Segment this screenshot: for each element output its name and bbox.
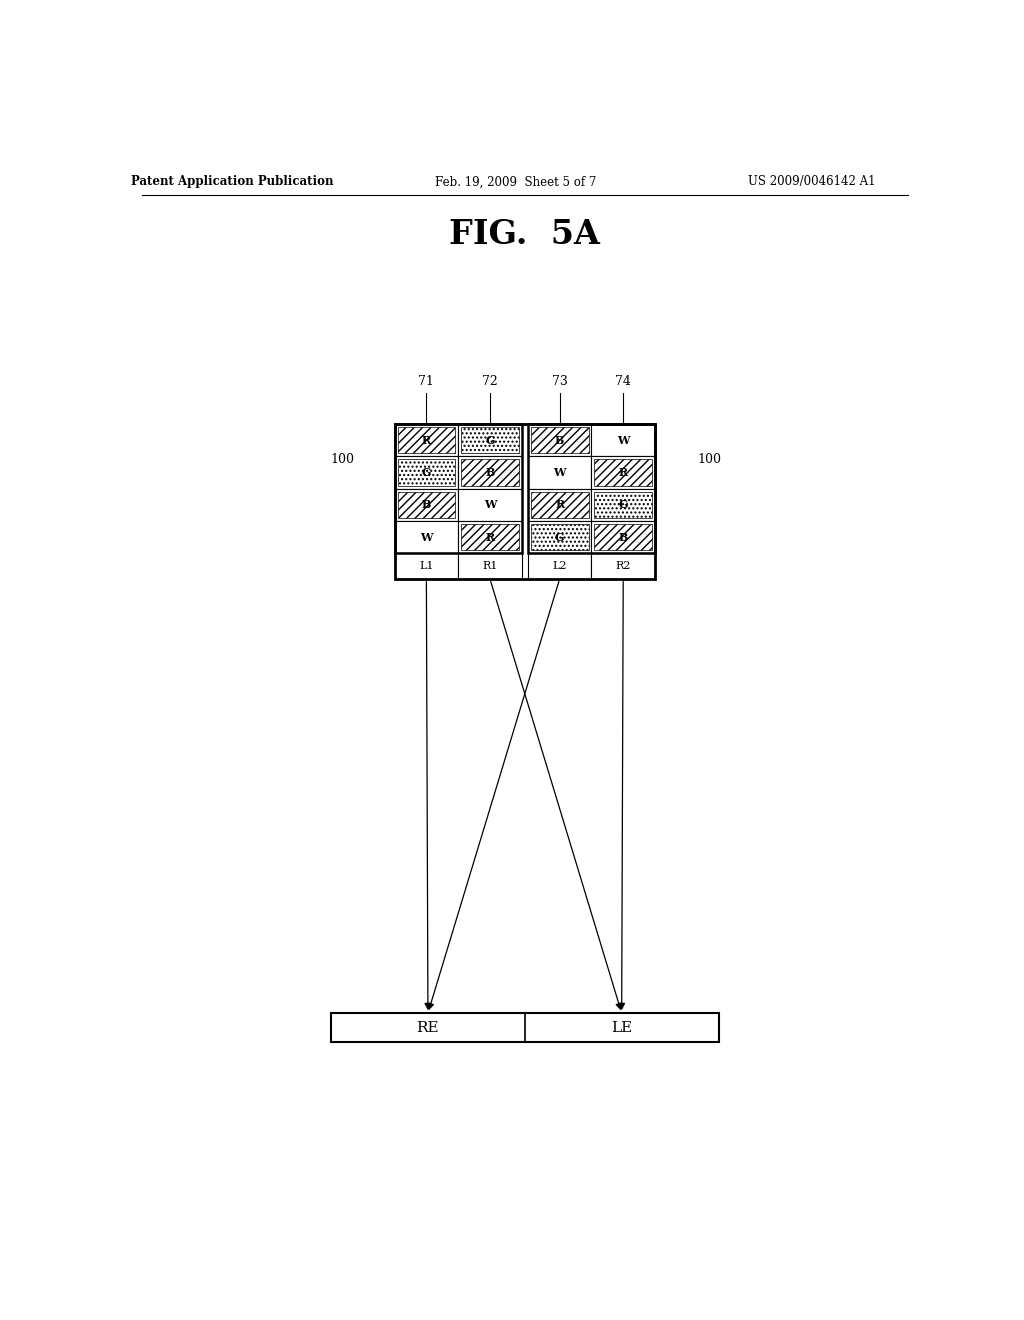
Text: R: R xyxy=(485,532,495,543)
Bar xyxy=(397,491,456,519)
Bar xyxy=(530,426,589,454)
Text: 100: 100 xyxy=(697,453,722,466)
Bar xyxy=(394,488,458,521)
Bar xyxy=(461,426,519,454)
Text: LE: LE xyxy=(611,1020,632,1035)
Bar xyxy=(397,459,456,486)
Bar xyxy=(394,521,458,553)
Bar xyxy=(458,553,521,579)
Bar xyxy=(528,457,592,488)
Text: R2: R2 xyxy=(615,561,631,572)
Bar xyxy=(461,459,519,486)
Bar xyxy=(592,521,655,553)
Text: L2: L2 xyxy=(552,561,567,572)
Text: W: W xyxy=(483,499,497,511)
Bar xyxy=(592,424,655,457)
Text: 73: 73 xyxy=(552,375,567,388)
Bar xyxy=(331,1014,719,1043)
Bar xyxy=(594,524,652,550)
Text: B: B xyxy=(422,499,431,511)
Text: G: G xyxy=(422,467,431,478)
Bar xyxy=(594,459,652,486)
Bar xyxy=(530,491,589,519)
Bar xyxy=(530,524,589,550)
Bar xyxy=(528,424,655,553)
Bar xyxy=(397,426,456,454)
Text: R: R xyxy=(555,499,564,511)
Text: FIG.  5A: FIG. 5A xyxy=(450,219,600,252)
Text: 74: 74 xyxy=(615,375,631,388)
Bar xyxy=(592,457,655,488)
Bar xyxy=(458,521,521,553)
Bar xyxy=(394,424,521,553)
Text: W: W xyxy=(617,434,630,446)
Text: B: B xyxy=(618,532,628,543)
Text: US 2009/0046142 A1: US 2009/0046142 A1 xyxy=(748,176,876,189)
Text: R: R xyxy=(618,467,628,478)
Bar xyxy=(594,491,652,519)
Bar xyxy=(528,521,592,553)
Text: G: G xyxy=(555,532,564,543)
Text: RE: RE xyxy=(417,1020,439,1035)
Bar xyxy=(394,424,655,579)
Text: 72: 72 xyxy=(482,375,498,388)
Bar xyxy=(592,488,655,521)
Bar xyxy=(458,457,521,488)
Bar xyxy=(528,553,592,579)
Text: 71: 71 xyxy=(419,375,434,388)
Text: Patent Application Publication: Patent Application Publication xyxy=(131,176,334,189)
Text: R: R xyxy=(422,434,431,446)
Text: R1: R1 xyxy=(482,561,498,572)
Bar xyxy=(528,488,592,521)
Text: Feb. 19, 2009  Sheet 5 of 7: Feb. 19, 2009 Sheet 5 of 7 xyxy=(435,176,596,189)
Text: G: G xyxy=(485,434,495,446)
Bar xyxy=(592,553,655,579)
Bar xyxy=(458,424,521,457)
Bar xyxy=(394,553,458,579)
Bar xyxy=(394,457,458,488)
Bar xyxy=(458,488,521,521)
Bar xyxy=(461,524,519,550)
Bar xyxy=(528,424,592,457)
Text: B: B xyxy=(555,434,564,446)
Text: W: W xyxy=(420,532,432,543)
Text: L1: L1 xyxy=(419,561,433,572)
Text: 100: 100 xyxy=(331,453,354,466)
Text: W: W xyxy=(553,467,566,478)
Bar xyxy=(394,424,458,457)
Text: G: G xyxy=(618,499,628,511)
Text: B: B xyxy=(485,467,495,478)
